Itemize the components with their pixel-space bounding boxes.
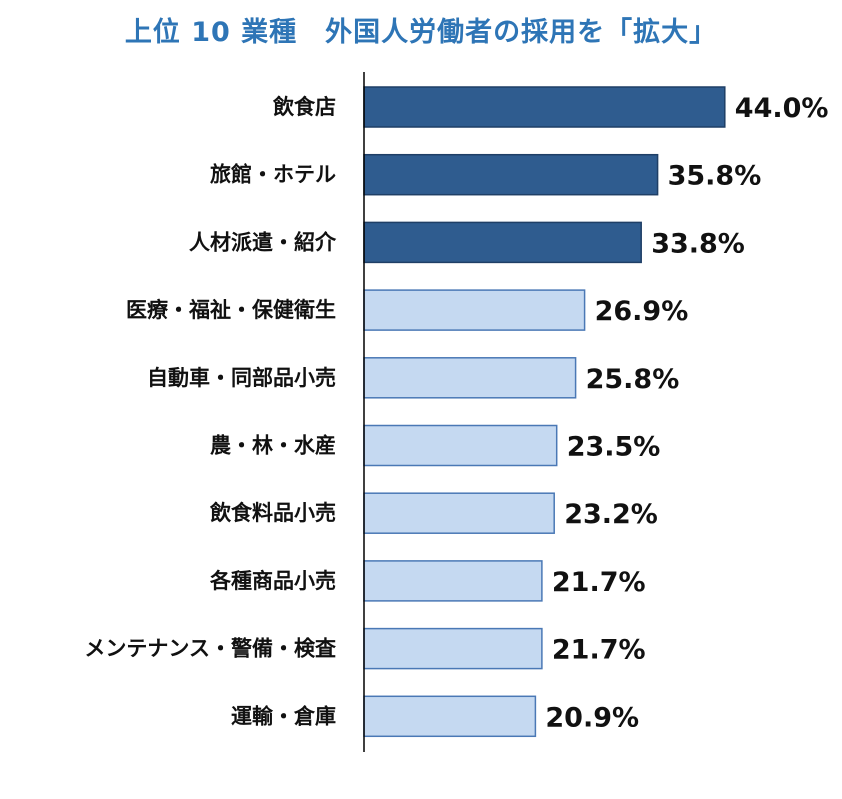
- value-label: 33.8%: [651, 228, 745, 259]
- category-label: 飲食店: [272, 95, 336, 119]
- category-label: 飲食料品小売: [209, 501, 336, 525]
- bars-layer: [363, 86, 726, 738]
- value-label: 21.7%: [552, 635, 646, 666]
- category-label: 人材派遣・紹介: [189, 230, 337, 254]
- value-label: 23.5%: [567, 432, 661, 463]
- bar: [363, 627, 543, 670]
- category-label: 運輸・倉庫: [231, 704, 336, 728]
- value-label: 21.7%: [552, 567, 646, 598]
- bar: [363, 221, 642, 264]
- bar: [363, 424, 558, 467]
- bar: [363, 492, 555, 534]
- bar: [363, 357, 577, 399]
- category-label: 医療・福祉・保健衛生: [126, 298, 336, 322]
- value-label: 23.2%: [564, 499, 658, 530]
- bar: [363, 695, 537, 738]
- category-label: 各種商品小売: [209, 569, 336, 593]
- value-label: 35.8%: [668, 161, 762, 192]
- category-label: 旅館・ホテル: [210, 163, 336, 187]
- bar: [363, 560, 543, 602]
- bar: [363, 153, 659, 196]
- value-label: 20.9%: [545, 702, 639, 733]
- value-label: 26.9%: [595, 296, 689, 327]
- bar: [363, 86, 726, 128]
- chart-title: 上位 10 業種 外国人労働者の採用を「拡大」: [124, 17, 718, 48]
- category-label: メンテナンス・警備・検査: [84, 637, 336, 661]
- category-label: 自動車・同部品小売: [147, 366, 336, 390]
- value-label: 25.8%: [586, 364, 680, 395]
- category-label: 農・林・水産: [210, 434, 336, 458]
- bar: [363, 289, 586, 331]
- value-label: 44.0%: [735, 93, 829, 124]
- labels-layer: 飲食店 44.0% 旅館・ホテル 35.8% 人材派遣・紹介 33.8% 医療・福祉・保健衛…: [84, 93, 828, 733]
